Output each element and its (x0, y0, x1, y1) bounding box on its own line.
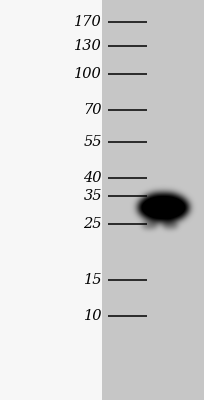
Text: 70: 70 (83, 103, 102, 117)
Text: 130: 130 (74, 39, 102, 53)
Text: 10: 10 (83, 309, 102, 323)
Text: 15: 15 (83, 273, 102, 287)
Text: 170: 170 (74, 15, 102, 29)
Text: 55: 55 (83, 135, 102, 149)
Text: 35: 35 (83, 189, 102, 203)
Text: 40: 40 (83, 171, 102, 185)
Text: 100: 100 (74, 67, 102, 81)
Text: 25: 25 (83, 217, 102, 231)
